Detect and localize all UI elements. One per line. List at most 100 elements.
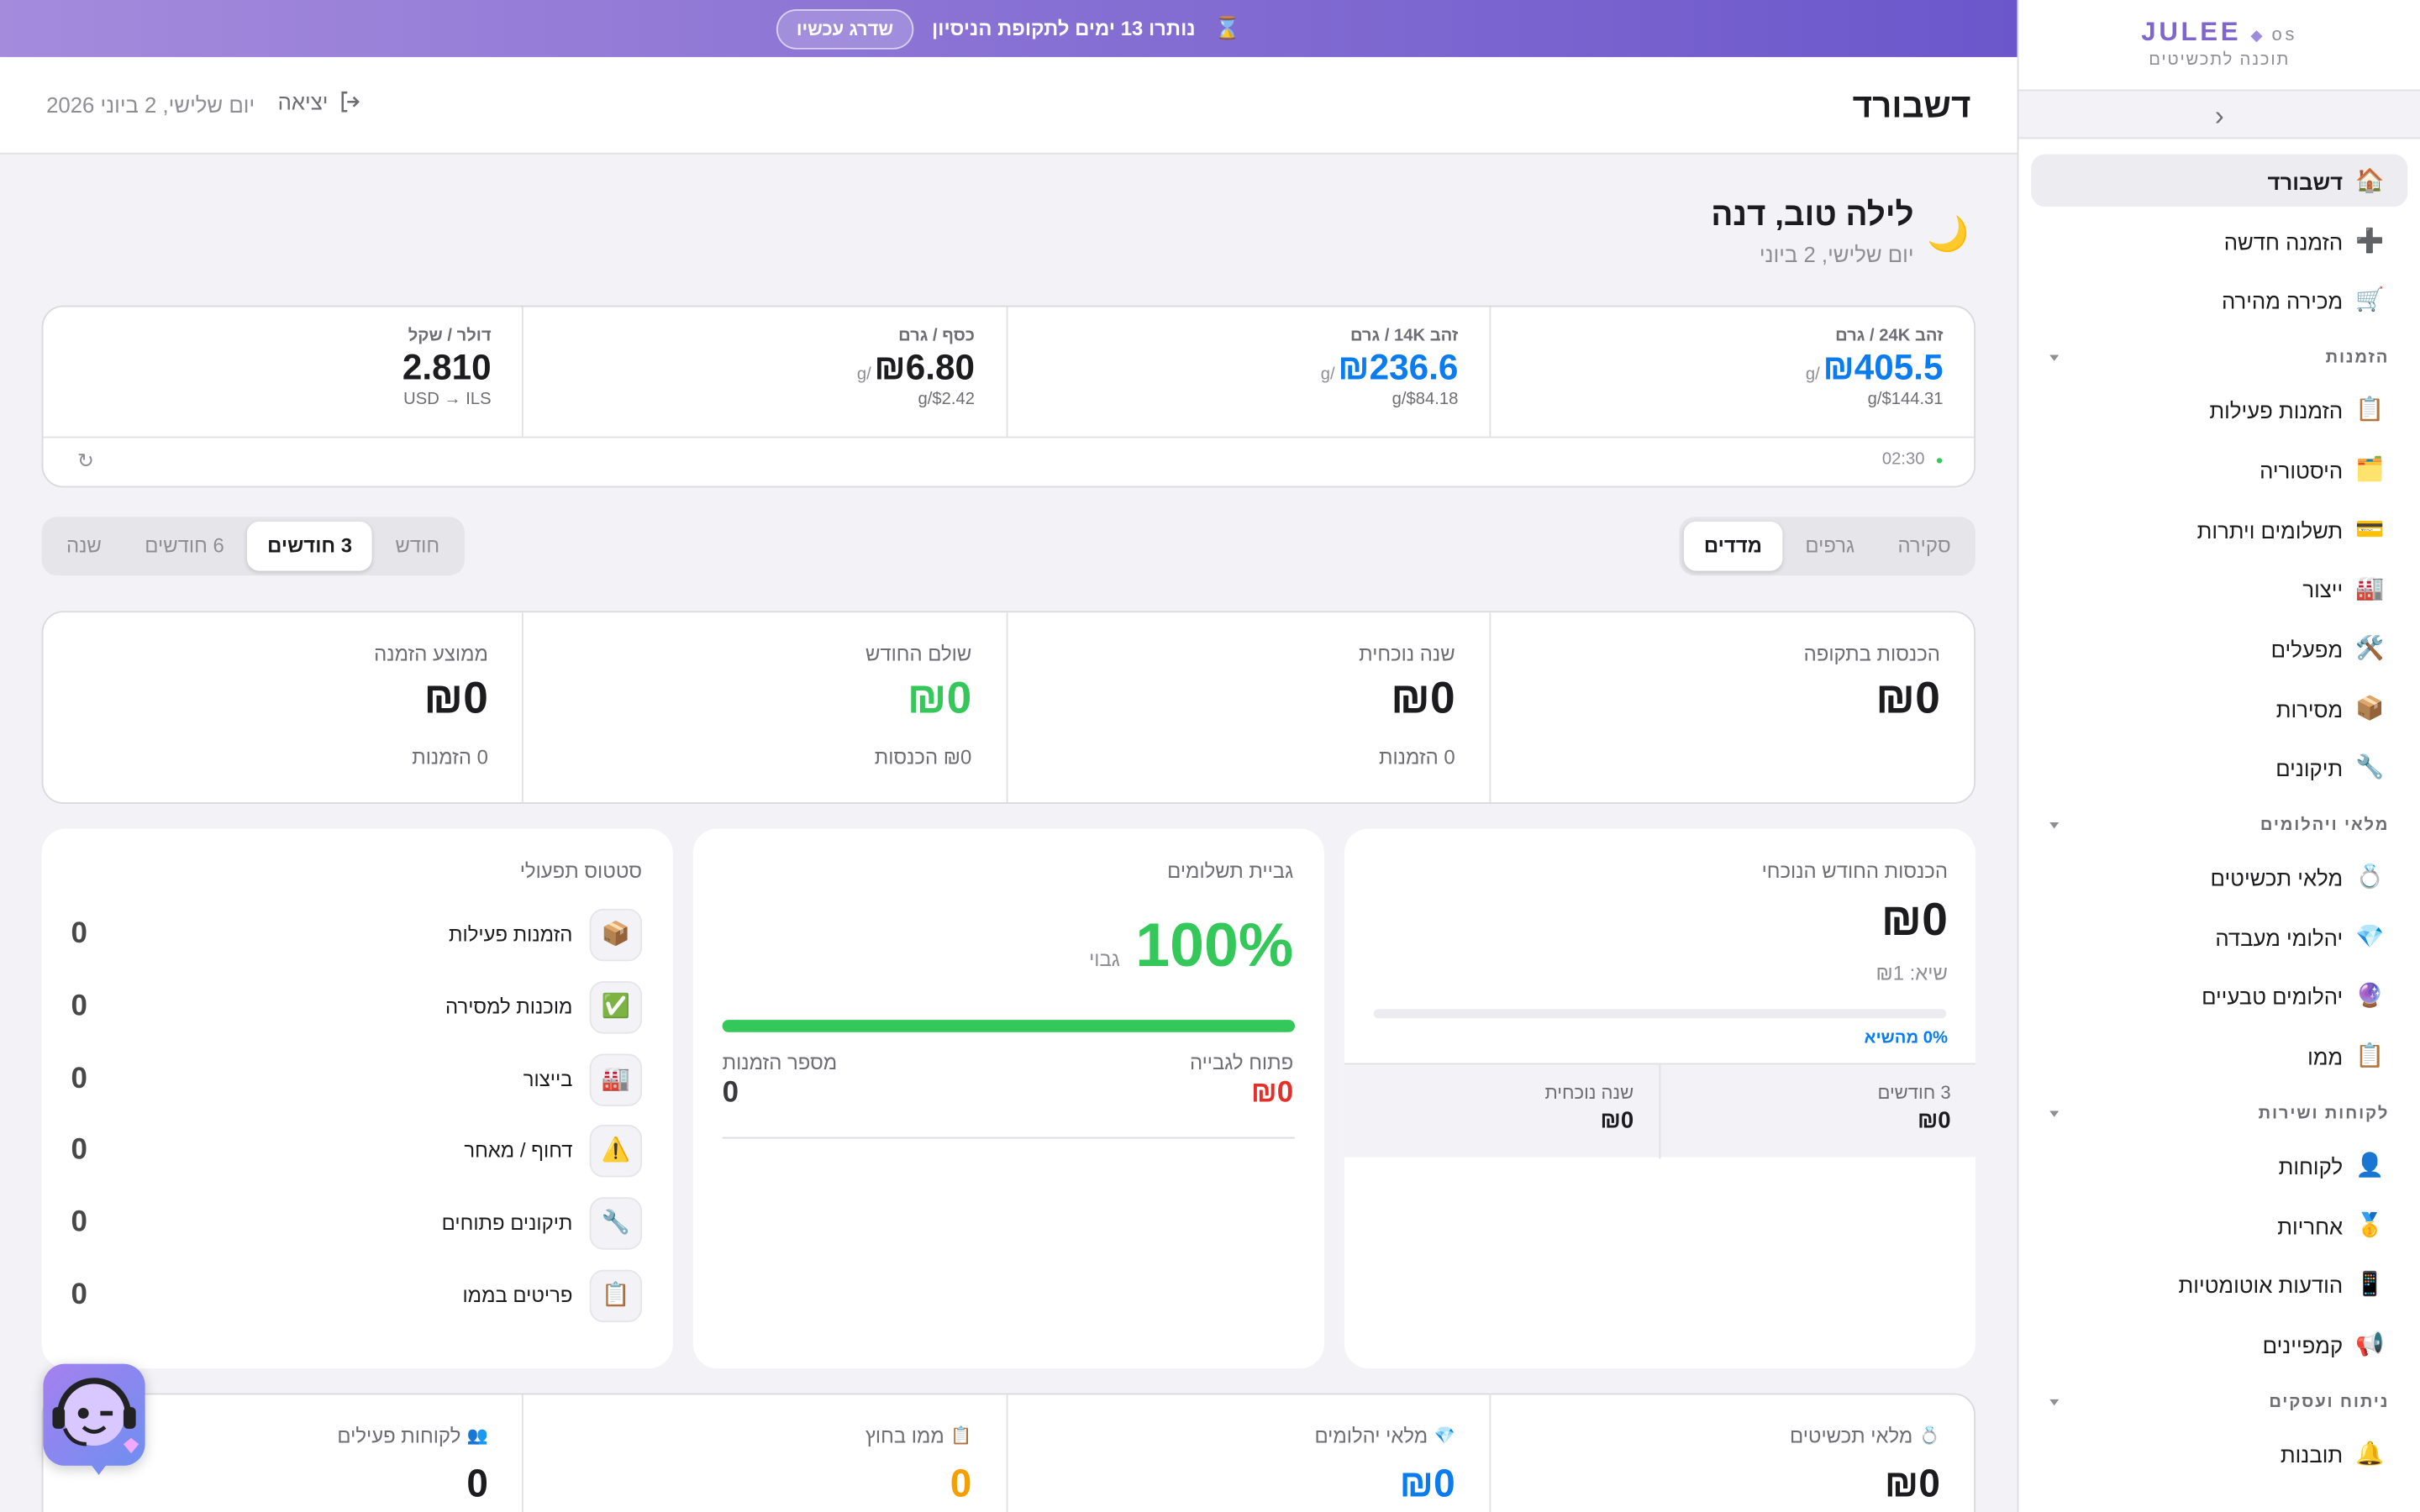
status-label: מוכנות למסירה bbox=[445, 995, 573, 1018]
greeting-title: לילה טוב, דנה bbox=[1711, 197, 1914, 234]
status-icon: 📋 bbox=[589, 1269, 643, 1323]
status-count: 0 bbox=[71, 1134, 87, 1168]
divider bbox=[722, 1137, 1296, 1139]
period-label: שנה נוכחית bbox=[1544, 1081, 1634, 1104]
nav-item[interactable]: 🛠️ מפעלים bbox=[2031, 622, 2407, 674]
nav-item[interactable]: 📢 קמפיינים bbox=[2031, 1317, 2407, 1369]
price-value: ₪236.6 bbox=[1338, 347, 1459, 388]
nav-icon: 📦 bbox=[2355, 695, 2385, 722]
nav-icon: 💍 bbox=[2355, 864, 2385, 890]
open-value: ₪0 bbox=[1250, 1077, 1294, 1110]
nav-label: הזמנה חדשה bbox=[2223, 229, 2344, 255]
tab[interactable]: גרפים bbox=[1805, 533, 1855, 558]
price-footer: ● 02:30 ↻ bbox=[43, 436, 1975, 486]
inventory-icon: 👥 bbox=[466, 1426, 488, 1446]
nav-label: דשבורד bbox=[2267, 170, 2344, 195]
status-dot: ● bbox=[1935, 454, 1944, 468]
nav-item[interactable]: 🏭 ייצור bbox=[2031, 562, 2407, 614]
greeting-icon: 🌙 bbox=[1927, 214, 1970, 254]
nav-item[interactable]: 🔔 תובנות bbox=[2031, 1426, 2407, 1478]
kpi-value: ₪0 bbox=[907, 674, 972, 724]
inventory-cell: 💍 מלאי תכשיטים ₪0 bbox=[1491, 1394, 1974, 1512]
nav-item[interactable]: ➕ הזמנה חדשה bbox=[2031, 214, 2407, 266]
nav-icon: 👤 bbox=[2355, 1152, 2385, 1179]
nav-item[interactable]: 📱 הודעות אוטומטיות bbox=[2031, 1257, 2407, 1310]
nav-label: מלאי תכשיטים bbox=[2210, 865, 2344, 890]
nav-item[interactable]: 📦 מסירות bbox=[2031, 681, 2407, 733]
tab[interactable]: 3 חודשים bbox=[247, 521, 372, 571]
nav-item[interactable]: 📋 הזמנות פעילות bbox=[2031, 383, 2407, 435]
nav-icon: 🏭 bbox=[2355, 575, 2385, 602]
nav-icon: 🏠 bbox=[2355, 168, 2385, 195]
chat-assistant[interactable] bbox=[43, 1363, 145, 1475]
status-label: בייצור bbox=[523, 1067, 573, 1090]
inventory-label: ממו בחוץ bbox=[865, 1424, 944, 1447]
nav-icon: 💳 bbox=[2355, 516, 2385, 543]
nav-item[interactable]: 🏠 דשבורד bbox=[2031, 154, 2408, 207]
nav-item[interactable]: 🔮 יהלומים טבעיים bbox=[2031, 969, 2407, 1021]
price-sub: $2.42/g bbox=[918, 390, 975, 409]
price-sub: $144.31/g bbox=[1867, 390, 1944, 409]
price-value-row: ₪6.80/g bbox=[857, 347, 975, 389]
nav-item[interactable]: 🛒 מכירה מהירה bbox=[2031, 274, 2407, 326]
monthly-revenue-card: הכנסות החודש הנוכחי ₪0 שיא: ₪1 0% מהשיא 3 חו… bbox=[1344, 828, 1976, 1369]
orders-label: מספר הזמנות bbox=[722, 1050, 838, 1074]
nav-item[interactable]: 💍 מלאי תכשיטים bbox=[2031, 850, 2407, 902]
nav-section: מלאי ויהלומים bbox=[2260, 816, 2390, 835]
kpi-label: הכנסות בתקופה bbox=[1803, 642, 1940, 665]
inventory-cell: 📋 ממו בחוץ 0 bbox=[523, 1394, 1007, 1512]
price-cell: זהב 14K / גרם ₪236.6/g $84.18/g bbox=[1007, 307, 1491, 437]
period-cell: שנה נוכחית ₪0 bbox=[1344, 1064, 1660, 1159]
section-chevron bbox=[2049, 822, 2060, 829]
price-cell: דולר / שקל 2.810 USD → ILS bbox=[43, 307, 524, 437]
nav-item[interactable]: 💳 תשלומים ויתרות bbox=[2031, 502, 2407, 554]
nav-label: היסטוריה bbox=[2260, 458, 2344, 483]
status-label: הזמנות פעילות bbox=[449, 922, 573, 946]
tab[interactable]: חודש bbox=[395, 533, 440, 558]
collapse-button[interactable]: ‹ bbox=[2018, 89, 2420, 139]
tab[interactable]: שנה bbox=[66, 533, 102, 558]
period-tabs: חודש 3 חודשים 6 חודשים שנה bbox=[41, 517, 465, 576]
nav-label: מסירות bbox=[2275, 696, 2344, 722]
inventory-label-row: 👥 לקוחות פעילים bbox=[337, 1424, 488, 1447]
period-cell: 3 חודשים ₪0 bbox=[1660, 1064, 1975, 1158]
status-label: דחוף / מאחר bbox=[464, 1139, 573, 1163]
kpi-label: שנה נוכחית bbox=[1359, 642, 1455, 665]
price-value-row: ₪236.6/g bbox=[1321, 347, 1459, 389]
date: יום שלישי, 2 ביוני 2026 bbox=[46, 92, 255, 118]
collection-value: 100% bbox=[1135, 911, 1294, 980]
inventory-cell: 💎 מלאי יהלומים ₪0 bbox=[1007, 1394, 1491, 1512]
logout-button[interactable]: יציאה bbox=[278, 90, 362, 114]
price-sub: $84.18/g bbox=[1392, 390, 1459, 409]
open-label: פתוח לגבייה bbox=[1189, 1050, 1294, 1074]
nav-section: לקוחות ושירות bbox=[2258, 1104, 2390, 1123]
operations-card: סטטוס תפעולי 📦 הזמנות פעילות 0 ✅ מוכנות למסיר… bbox=[41, 828, 673, 1369]
inventory-icon: 💎 bbox=[1434, 1426, 1455, 1446]
nav-label: מפעלים bbox=[2270, 637, 2344, 662]
nav-item[interactable]: 📋 ממו bbox=[2031, 1029, 2407, 1081]
price-unit: /g bbox=[856, 365, 871, 385]
tab[interactable]: סקירה bbox=[1897, 533, 1951, 558]
inventory-card: 💍 מלאי תכשיטים ₪0 💎 מלאי יהלומים ₪0 📋 ממו בחוץ 0… bbox=[41, 1393, 1976, 1512]
nav-item[interactable]: 🥇 אחריות bbox=[2031, 1198, 2407, 1250]
inventory-label-row: 📋 ממו בחוץ bbox=[865, 1424, 971, 1447]
status-icon: ⚠️ bbox=[589, 1125, 643, 1179]
tab[interactable]: מדדים bbox=[1684, 521, 1782, 571]
nav-item[interactable]: 👤 לקוחות bbox=[2031, 1138, 2407, 1190]
status-icon: 🔧 bbox=[589, 1197, 643, 1251]
kpi-cell: שנה נוכחית ₪0 0 הזמנות bbox=[1007, 612, 1491, 803]
nav-label: יהלומי מעבדה bbox=[2215, 925, 2344, 950]
collection-card: גביית תשלומים 100% גבוי פתוח לגבייה ₪0 מספר ה… bbox=[692, 828, 1324, 1369]
tab[interactable]: 6 חודשים bbox=[145, 533, 224, 558]
nav-icon: 🛠️ bbox=[2355, 635, 2385, 662]
nav-item[interactable]: 🗂️ היסטוריה bbox=[2031, 443, 2407, 495]
nav-item[interactable]: 🔧 תיקונים bbox=[2031, 741, 2407, 793]
upgrade-button[interactable]: שדרג עכשיו bbox=[776, 8, 914, 49]
nav-item[interactable]: 💎 יהלומי מעבדה bbox=[2031, 910, 2407, 962]
logo-text: JULEE bbox=[2141, 17, 2242, 47]
refresh-button[interactable]: ↻ bbox=[76, 449, 94, 473]
trial-banner: ⌛ נותרו 13 ימים לתקופת הניסיון שדרג עכשיו bbox=[0, 0, 2018, 57]
inventory-value: 0 bbox=[466, 1462, 488, 1506]
peak: שיא: ₪1 bbox=[1876, 961, 1948, 984]
